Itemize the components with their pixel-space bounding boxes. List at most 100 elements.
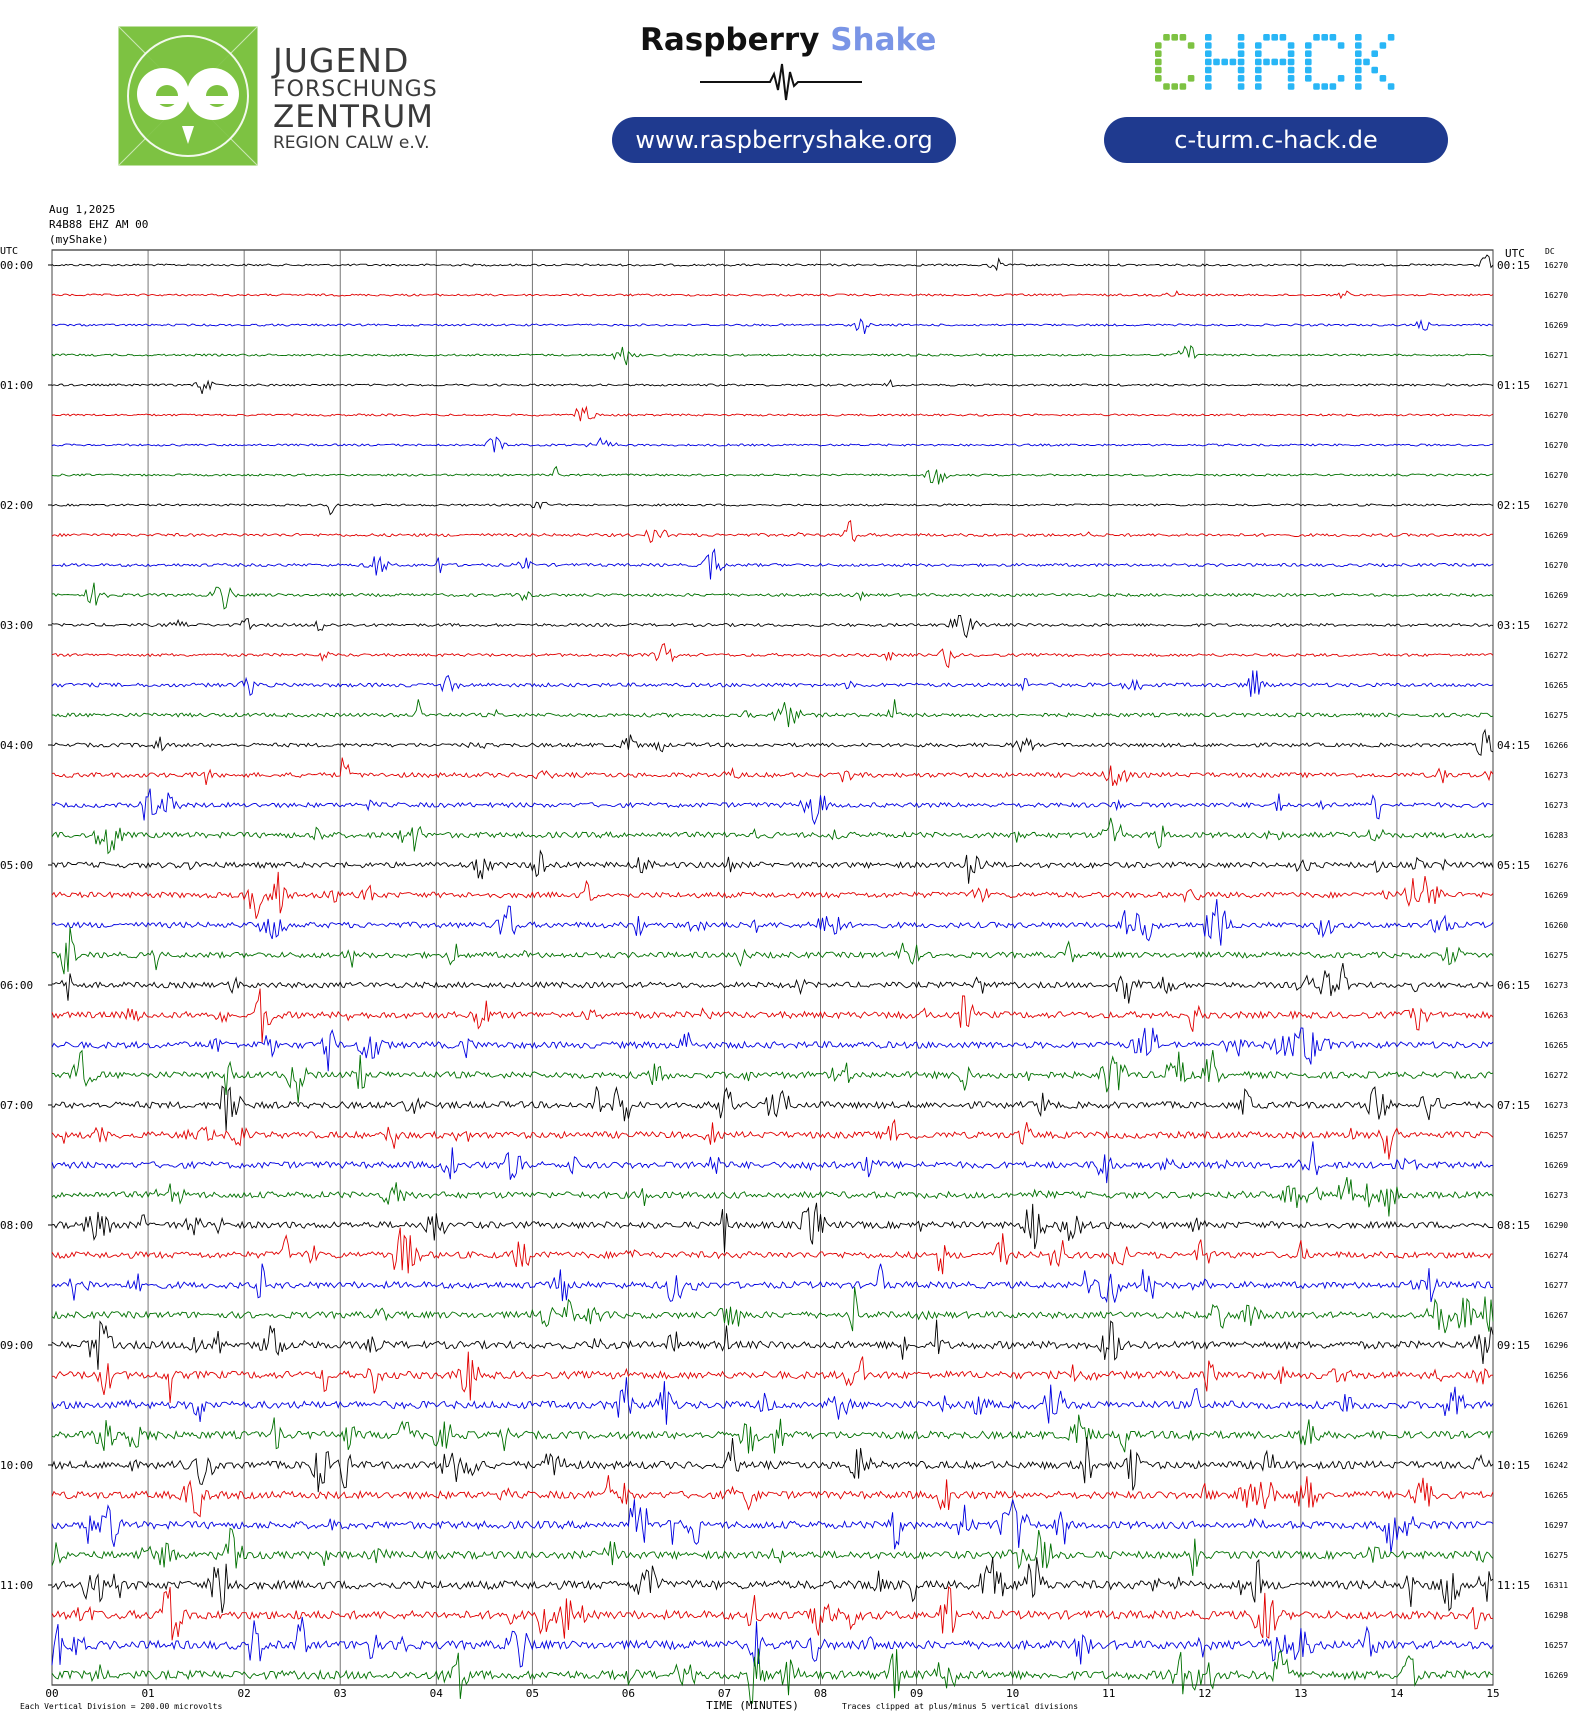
trace-line [51, 1377, 1494, 1425]
raspberryshake-link[interactable]: www.raspberryshake.org [612, 117, 956, 163]
rs-word-1: Raspberry [640, 22, 820, 58]
dc-offset: 16272 [1544, 1071, 1568, 1080]
x-tick-label: 03 [334, 1687, 347, 1700]
dc-offset: 16273 [1544, 801, 1568, 810]
trace-line [51, 1436, 1494, 1493]
data-source: (myShake) [49, 233, 109, 246]
right-time-label: 01:15 [1497, 379, 1530, 392]
dc-offset: 16298 [1544, 1611, 1568, 1620]
trace-line [51, 1141, 1494, 1184]
x-tick-label: 09 [910, 1687, 923, 1700]
dc-offset: 16257 [1544, 1131, 1568, 1140]
dc-offset: 16275 [1544, 951, 1568, 960]
right-time-label: 10:15 [1497, 1459, 1530, 1472]
hour-label: 11:00 [0, 1579, 33, 1592]
dc-offset: 16296 [1544, 1341, 1568, 1350]
trace-line [51, 699, 1494, 728]
jfz-wordmark: JUGEND FORSCHUNGS ZENTRUM REGION CALW e.… [273, 44, 438, 152]
trace-line [51, 1202, 1494, 1253]
dc-offset: 16290 [1544, 1221, 1568, 1230]
right-time-label: 08:15 [1497, 1219, 1530, 1232]
trace-line [51, 1475, 1494, 1518]
dc-offset: 16272 [1544, 621, 1568, 630]
trace-line [51, 405, 1494, 422]
trace-line [51, 926, 1494, 975]
trace-line [51, 1176, 1494, 1217]
trace-line [51, 290, 1494, 300]
trace-line [51, 501, 1494, 516]
trace-line [51, 963, 1494, 1004]
dc-offset: 16269 [1544, 1161, 1568, 1170]
trace-line [51, 1586, 1494, 1641]
helicorder-chart: 00 01 02 03 04 05 06 07 08 09 10 11 12 13 14 15 UTC UTC DC… [0, 246, 1568, 1712]
trace-line [51, 1085, 1494, 1132]
dc-offset: 16269 [1544, 321, 1568, 330]
station-id: R4B88 EHZ AM 00 [49, 218, 149, 231]
scale-note: Each Vertical Division = 200.00 microvol… [20, 1702, 222, 1711]
jfz-logo: JUGEND FORSCHUNGS ZENTRUM REGION CALW e.… [118, 26, 437, 166]
right-time-label: 11:15 [1497, 1579, 1530, 1592]
trace-line [51, 670, 1494, 697]
dc-offset: 16270 [1544, 411, 1568, 420]
right-time-label: 02:15 [1497, 499, 1530, 512]
x-tick-label: 14 [1390, 1687, 1404, 1700]
trace-line [51, 1319, 1494, 1370]
trace-line [51, 436, 1494, 453]
dc-offset: 16257 [1544, 1641, 1568, 1650]
right-utc-label: UTC [1505, 247, 1525, 260]
dc-offset: 16270 [1544, 261, 1568, 270]
chart-date: Aug 1,2025 [49, 203, 116, 216]
trace-line [51, 1227, 1494, 1275]
chack-link[interactable]: c-turm.c-hack.de [1104, 117, 1448, 163]
dc-offset: 16269 [1544, 531, 1568, 540]
x-tick-label: 08 [814, 1687, 827, 1700]
dc-offset: 16273 [1544, 981, 1568, 990]
dc-offset: 16283 [1544, 831, 1568, 840]
dc-offset: 16273 [1544, 1101, 1568, 1110]
hour-label: 08:00 [0, 1219, 33, 1232]
jfz-line-4: REGION CALW e.V. [273, 133, 430, 153]
dc-offset: 16256 [1544, 1371, 1568, 1380]
dc-offset: 16261 [1544, 1401, 1568, 1410]
dc-offset: 16267 [1544, 1311, 1568, 1320]
x-tick-label: 13 [1294, 1687, 1307, 1700]
dc-offset: 16275 [1544, 1551, 1568, 1560]
dc-offset: 16269 [1544, 591, 1568, 600]
right-time-label: 00:15 [1497, 259, 1530, 272]
x-tick-label: 02 [238, 1687, 251, 1700]
trace-line [51, 1286, 1494, 1334]
right-time-label: 04:15 [1497, 739, 1530, 752]
jfz-line-1: JUGEND [273, 41, 410, 80]
x-axis-label: TIME (MINUTES) [706, 1699, 799, 1712]
x-tick-label: 11 [1102, 1687, 1115, 1700]
trace-line [51, 1499, 1494, 1554]
trace-line [52, 1351, 1493, 1404]
dc-offset: 16273 [1544, 771, 1568, 780]
dc-offset: 16274 [1544, 1251, 1568, 1260]
dc-offset: 16265 [1544, 681, 1568, 690]
x-tick-label: 05 [526, 1687, 539, 1700]
dc-offset: 16270 [1544, 441, 1568, 450]
trace-line [51, 643, 1494, 669]
dc-offset: 16265 [1544, 1041, 1568, 1050]
hour-label: 06:00 [0, 979, 33, 992]
dc-offset: 16297 [1544, 1521, 1568, 1530]
jfz-line-2: FORSCHUNGS [273, 77, 438, 102]
raspberry-shake-logo: Raspberry Shake [640, 22, 936, 58]
right-time-label: 09:15 [1497, 1339, 1530, 1352]
trace-line [51, 254, 1494, 272]
hour-label: 07:00 [0, 1099, 33, 1112]
seismic-wave-icon [700, 63, 862, 101]
clip-note: Traces clipped at plus/minus 5 vertical … [842, 1702, 1078, 1711]
trace-line [51, 817, 1494, 855]
trace-line [51, 849, 1494, 884]
dc-offset: 16269 [1544, 891, 1568, 900]
chack-logo [1155, 34, 1395, 90]
hour-label: 01:00 [0, 379, 33, 392]
dc-offset: 16277 [1544, 1281, 1568, 1290]
trace-line [51, 757, 1494, 787]
trace-line [51, 871, 1494, 919]
left-utc-label: UTC [0, 246, 18, 257]
hour-label: 00:00 [0, 259, 33, 272]
right-time-label: 06:15 [1497, 979, 1530, 992]
